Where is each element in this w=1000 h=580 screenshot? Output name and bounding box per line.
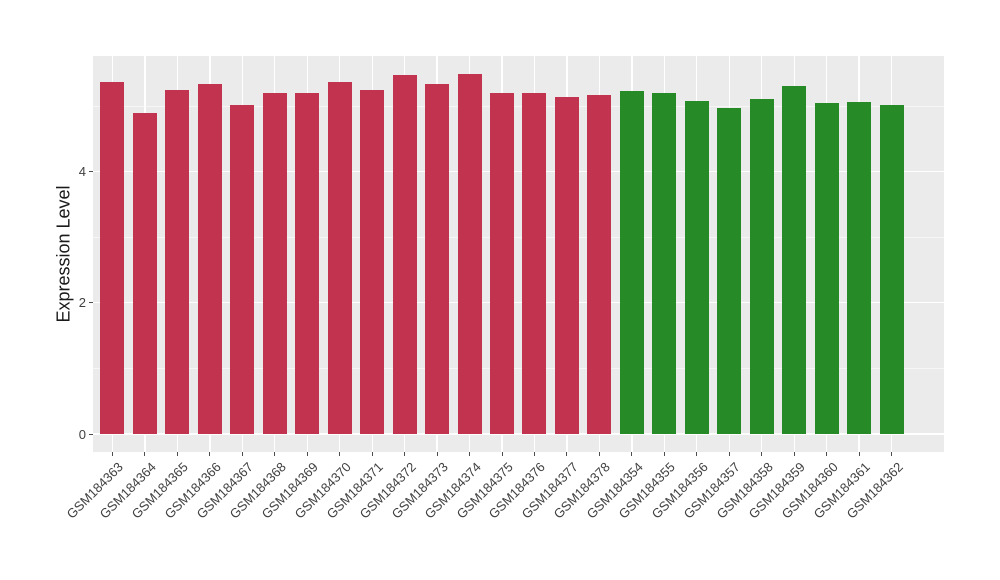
x-tick-mark bbox=[891, 451, 893, 456]
x-tick-mark bbox=[144, 451, 146, 456]
major-gridline-y2 bbox=[93, 302, 944, 304]
x-tick-mark bbox=[826, 451, 828, 456]
bar-GSM184362 bbox=[879, 105, 904, 434]
x-tick-mark bbox=[501, 451, 503, 456]
x-tick-mark bbox=[696, 451, 698, 456]
bar-GSM184369 bbox=[295, 92, 320, 434]
minor-gridline-y1 bbox=[93, 367, 944, 369]
x-tick-mark bbox=[306, 451, 308, 456]
bar-GSM184364 bbox=[132, 112, 157, 434]
bar-GSM184360 bbox=[814, 102, 839, 434]
bar-GSM184367 bbox=[230, 105, 255, 434]
x-tick-mark bbox=[469, 451, 471, 456]
x-tick-mark bbox=[176, 451, 178, 456]
x-tick-mark bbox=[241, 451, 243, 456]
minor-gridline-y3 bbox=[93, 236, 944, 238]
x-tick-mark bbox=[566, 451, 568, 456]
x-tick-mark bbox=[339, 451, 341, 456]
x-tick-mark bbox=[631, 451, 633, 456]
major-gridline-y4 bbox=[93, 170, 944, 173]
x-tick-mark bbox=[436, 451, 438, 456]
minor-gridline-y5 bbox=[93, 105, 944, 107]
x-tick-mark bbox=[404, 451, 406, 456]
x-tick-mark bbox=[761, 451, 763, 456]
y-tick-mark bbox=[89, 433, 93, 435]
y-tick-label: 4 bbox=[78, 164, 86, 180]
bar-GSM184377 bbox=[554, 96, 579, 434]
bar-GSM184354 bbox=[619, 90, 644, 434]
x-tick-mark bbox=[274, 451, 276, 456]
x-tick-mark bbox=[209, 451, 211, 456]
y-tick-mark bbox=[89, 302, 93, 304]
bar-GSM184371 bbox=[360, 90, 385, 434]
bar-GSM184356 bbox=[684, 100, 709, 434]
x-tick-mark bbox=[793, 451, 795, 456]
bar-GSM184358 bbox=[749, 99, 774, 434]
major-gridline-y0 bbox=[93, 433, 944, 435]
bar-GSM184374 bbox=[457, 73, 482, 434]
x-tick-mark bbox=[858, 451, 860, 456]
x-tick-mark bbox=[728, 451, 730, 456]
x-tick-mark bbox=[371, 451, 373, 456]
x-tick-mark bbox=[598, 451, 600, 456]
y-tick-label: 2 bbox=[78, 295, 86, 311]
bar-GSM184370 bbox=[327, 82, 352, 434]
y-tick-mark bbox=[89, 171, 93, 173]
y-axis-title: Expression Level bbox=[53, 185, 74, 323]
bar-GSM184378 bbox=[587, 94, 612, 434]
bar-GSM184373 bbox=[425, 84, 450, 434]
x-tick-mark bbox=[111, 451, 113, 456]
bar-GSM184375 bbox=[490, 92, 515, 434]
bar-GSM184355 bbox=[652, 92, 677, 434]
bar-GSM184359 bbox=[782, 85, 807, 434]
bar-GSM184365 bbox=[165, 90, 190, 434]
bar-GSM184372 bbox=[392, 74, 417, 434]
bar-GSM184376 bbox=[522, 92, 547, 434]
bar-GSM184361 bbox=[847, 102, 872, 434]
bar-GSM184357 bbox=[717, 107, 742, 434]
x-tick-mark bbox=[663, 451, 665, 456]
bar-GSM184368 bbox=[262, 92, 287, 434]
x-tick-mark bbox=[533, 451, 535, 456]
bar-GSM184363 bbox=[100, 81, 125, 434]
bar-GSM184366 bbox=[197, 84, 222, 434]
y-tick-label: 0 bbox=[78, 426, 86, 442]
